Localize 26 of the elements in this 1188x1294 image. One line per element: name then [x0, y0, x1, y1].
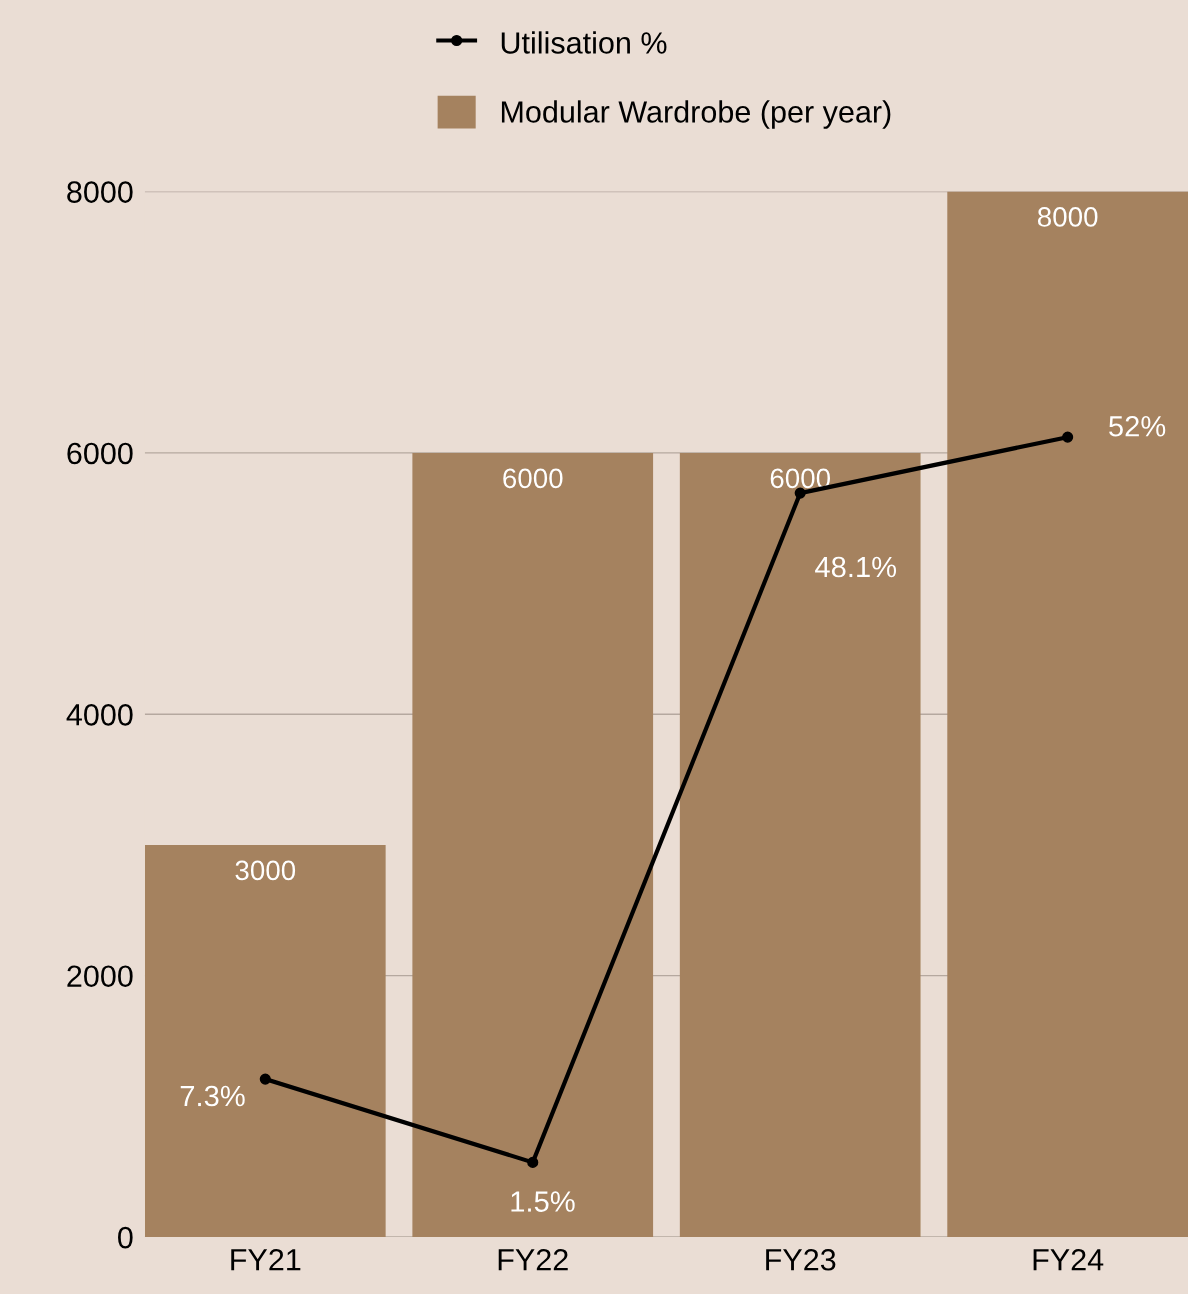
bar: [947, 191, 1188, 1238]
x-tick-label: FY22: [498, 1248, 568, 1271]
legend-label: Utilisation %: [501, 31, 667, 54]
data-label: 52%: [1109, 415, 1166, 437]
data-label: 48.1%: [815, 556, 897, 578]
data-label: 3000: [235, 860, 296, 881]
bar: [679, 452, 921, 1238]
y-tick-label: 0: [118, 1226, 133, 1249]
point: [1062, 431, 1074, 443]
y-tick-label: 8000: [67, 181, 133, 203]
y-tick-label: 4000: [66, 704, 133, 726]
data-label: 8000: [1037, 207, 1098, 227]
x-tick-label: FY24: [1033, 1248, 1104, 1271]
legend-label: Modular Wardrobe (per year): [501, 100, 891, 129]
point: [527, 1156, 539, 1168]
data-label: 6000: [770, 468, 831, 489]
y-tick-label: 6000: [67, 442, 133, 465]
data-label: 1.5%: [511, 1191, 575, 1212]
point: [259, 1073, 271, 1085]
data-label: 7.3%: [180, 1085, 245, 1107]
x-tick-label: FY21: [231, 1248, 301, 1271]
data-label: 6000: [503, 468, 563, 489]
x-tick-label: FY23: [766, 1248, 836, 1271]
bar: [144, 844, 386, 1238]
bar: [412, 452, 654, 1238]
y-tick-label: 2000: [67, 965, 133, 988]
